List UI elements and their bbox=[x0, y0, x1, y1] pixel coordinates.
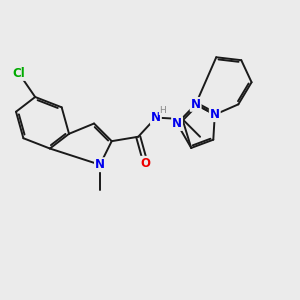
Text: O: O bbox=[141, 157, 151, 170]
Text: N: N bbox=[95, 158, 105, 171]
Text: H: H bbox=[159, 106, 166, 115]
Text: N: N bbox=[210, 108, 220, 121]
Text: N: N bbox=[151, 111, 161, 124]
Text: N: N bbox=[172, 117, 182, 130]
Text: Cl: Cl bbox=[13, 67, 25, 80]
Text: N: N bbox=[190, 98, 201, 111]
